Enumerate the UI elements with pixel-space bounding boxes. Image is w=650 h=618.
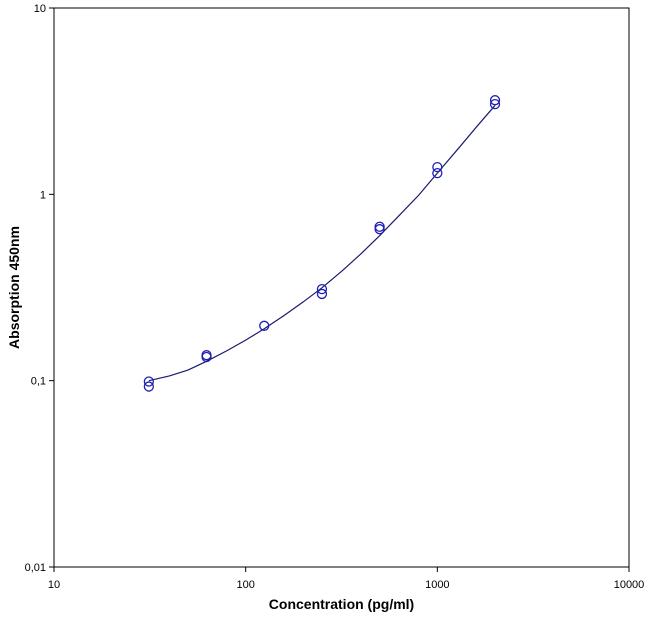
x-axis-title: Concentration (pg/ml)	[269, 596, 414, 612]
data-point	[143, 376, 154, 387]
x-axis-ticks: 10 100 1000 10000	[48, 567, 644, 591]
data-point	[432, 167, 443, 179]
y-axis-ticks: 0,01 0,1 1 10	[25, 3, 54, 574]
fit-curve-layer	[148, 105, 496, 382]
y-tick-label: 0,1	[31, 376, 46, 388]
fit-curve-line	[148, 105, 496, 382]
y-tick-label: 1	[40, 189, 46, 201]
data-point	[489, 98, 501, 110]
y-tick-label: 0,01	[25, 562, 46, 574]
data-point	[316, 288, 328, 300]
data-point	[489, 95, 501, 106]
x-tick-label: 1000	[425, 579, 449, 591]
data-point	[259, 320, 270, 331]
data-points-layer	[143, 95, 501, 392]
data-point	[143, 381, 154, 392]
plot-frame	[53, 7, 630, 568]
data-point	[374, 224, 385, 235]
data-point	[432, 161, 443, 173]
y-tick-label: 10	[34, 3, 46, 15]
x-tick-label: 10	[48, 579, 60, 591]
data-point	[316, 283, 328, 295]
x-tick-label: 10000	[614, 579, 645, 591]
data-point	[201, 351, 212, 363]
x-tick-label: 100	[236, 579, 254, 591]
y-axis-title: Absorption 450nm	[6, 226, 22, 349]
